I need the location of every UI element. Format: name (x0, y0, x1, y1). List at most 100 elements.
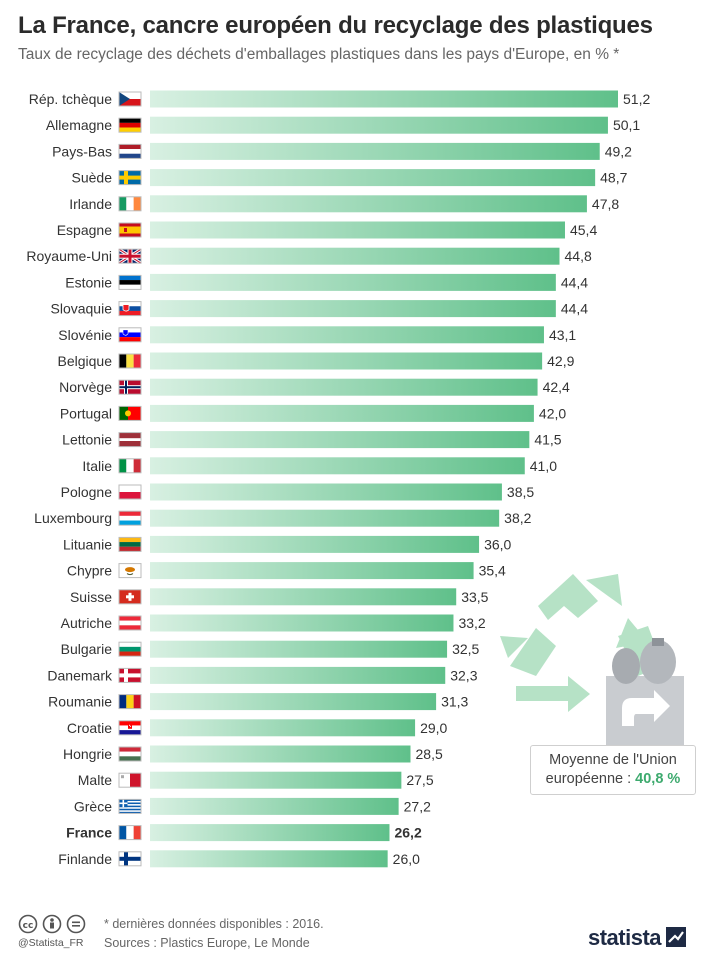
bar-estonie (150, 273, 556, 291)
value-label-slovenie: 43,1 (549, 327, 576, 343)
country-label-lituanie: Lituanie (63, 536, 112, 552)
statista-logo[interactable]: statista (588, 925, 662, 950)
value-label-norvege: 42,4 (543, 379, 570, 395)
eu-average-value: 40,8 % (635, 771, 681, 787)
country-label-suisse: Suisse (70, 589, 112, 605)
flag-icon-pologne (118, 484, 142, 500)
bar-slovaquie (150, 300, 556, 318)
country-label-roumanie: Roumanie (48, 694, 112, 710)
bar-suede (150, 169, 596, 187)
country-label-malte: Malte (78, 772, 112, 788)
value-label-estonie: 44,4 (561, 274, 588, 290)
flag-icon-norvege (118, 379, 142, 395)
flag-icon-allemagne (118, 117, 142, 133)
flag-icon-belgique (118, 353, 142, 369)
bar-slovenie (150, 326, 544, 344)
country-label-danemark: Danemark (47, 667, 113, 683)
value-label-france: 26,2 (394, 825, 421, 841)
eu-average-box: Moyenne de l'Union européenne : 40,8 % (530, 745, 696, 795)
cc-icon (18, 914, 38, 934)
country-label-autriche: Autriche (61, 615, 113, 631)
country-label-italie: Italie (82, 458, 112, 474)
value-label-roumanie: 31,3 (441, 694, 468, 710)
bar-finlande (150, 850, 388, 868)
value-label-belgique: 42,9 (547, 353, 574, 369)
chart-subtitle: Taux de recyclage des déchets d'emballag… (18, 46, 620, 63)
country-label-france: France (66, 825, 112, 841)
value-label-pays-bas: 49,2 (605, 143, 632, 159)
bar-rep-tcheque (150, 90, 618, 108)
flag-icon-lettonie (118, 432, 142, 448)
flag-icon-croatie (118, 720, 142, 736)
value-label-autriche: 33,2 (458, 615, 485, 631)
flag-icon-irlande (118, 196, 142, 212)
country-label-rep-tcheque: Rép. tchèque (29, 91, 112, 107)
svg-text:cc: cc (23, 921, 34, 931)
flag-icon-suisse (118, 589, 142, 605)
eu-average-line2: européenne : (545, 771, 632, 787)
value-label-lituanie: 36,0 (484, 536, 511, 552)
flag-icon-malte (118, 772, 142, 788)
country-label-chypre: Chypre (67, 563, 112, 579)
flag-icon-danemark (118, 667, 142, 683)
bar-autriche (150, 614, 454, 632)
bar-chypre (150, 562, 474, 580)
bar-irlande (150, 195, 587, 213)
value-label-italie: 41,0 (530, 458, 557, 474)
country-label-lettonie: Lettonie (62, 432, 112, 448)
flag-icon-suede (118, 170, 142, 186)
value-label-suisse: 33,5 (461, 589, 488, 605)
bar-bulgarie (150, 640, 448, 658)
value-label-hongrie: 28,5 (416, 746, 443, 762)
country-label-slovenie: Slovénie (58, 327, 112, 343)
flag-icon-estonie (118, 274, 142, 290)
country-label-pologne: Pologne (61, 484, 113, 500)
bar-pologne (150, 483, 502, 501)
country-label-slovaquie: Slovaquie (51, 301, 113, 317)
by-icon (42, 914, 62, 934)
bar-portugal (150, 404, 534, 422)
value-label-croatie: 29,0 (420, 720, 447, 736)
value-label-rep-tcheque: 51,2 (623, 91, 650, 107)
flag-icon-rep-tcheque (118, 91, 142, 107)
bar-suisse (150, 588, 457, 606)
country-label-grece: Grèce (74, 798, 112, 814)
country-label-bulgarie: Bulgarie (61, 641, 113, 657)
statista-logo-icon (666, 927, 686, 947)
value-label-slovaquie: 44,4 (561, 301, 588, 317)
value-label-lettonie: 41,5 (534, 432, 561, 448)
flag-icon-luxembourg (118, 510, 142, 526)
country-label-belgique: Belgique (58, 353, 113, 369)
country-label-hongrie: Hongrie (63, 746, 112, 762)
country-label-croatie: Croatie (67, 720, 112, 736)
country-label-royaume-uni: Royaume-Uni (26, 248, 112, 264)
recycle-bag-illustration (500, 574, 684, 746)
bar-royaume-uni (150, 247, 560, 265)
flag-icon-finlande (118, 851, 142, 867)
bar-allemagne (150, 116, 608, 134)
value-label-danemark: 32,3 (450, 667, 477, 683)
flag-icon-royaume-uni (118, 247, 142, 265)
chart-title: La France, cancre européen du recyclage … (18, 12, 653, 39)
value-label-pologne: 38,5 (507, 484, 534, 500)
bar-roumanie (150, 693, 437, 711)
flag-icon-slovaquie (118, 301, 142, 317)
value-label-royaume-uni: 44,8 (565, 248, 592, 264)
bar-espagne (150, 221, 565, 239)
value-label-suede: 48,7 (600, 170, 627, 186)
flag-icon-slovenie (118, 327, 142, 343)
flag-icon-france (118, 825, 142, 841)
footnote: * dernières données disponibles : 2016. (104, 917, 324, 931)
country-label-norvege: Norvège (59, 379, 112, 395)
value-label-malte: 27,5 (406, 772, 433, 788)
bar-france (150, 824, 390, 842)
flag-icon-espagne (118, 222, 142, 238)
bar-malte (150, 771, 402, 789)
bar-croatie (150, 719, 416, 737)
flag-icon-lituanie (118, 536, 142, 552)
value-label-finlande: 26,0 (393, 851, 420, 867)
value-label-grece: 27,2 (404, 798, 431, 814)
bar-grece (150, 797, 399, 815)
license-icons: cc (18, 914, 86, 934)
bar-hongrie (150, 745, 411, 763)
